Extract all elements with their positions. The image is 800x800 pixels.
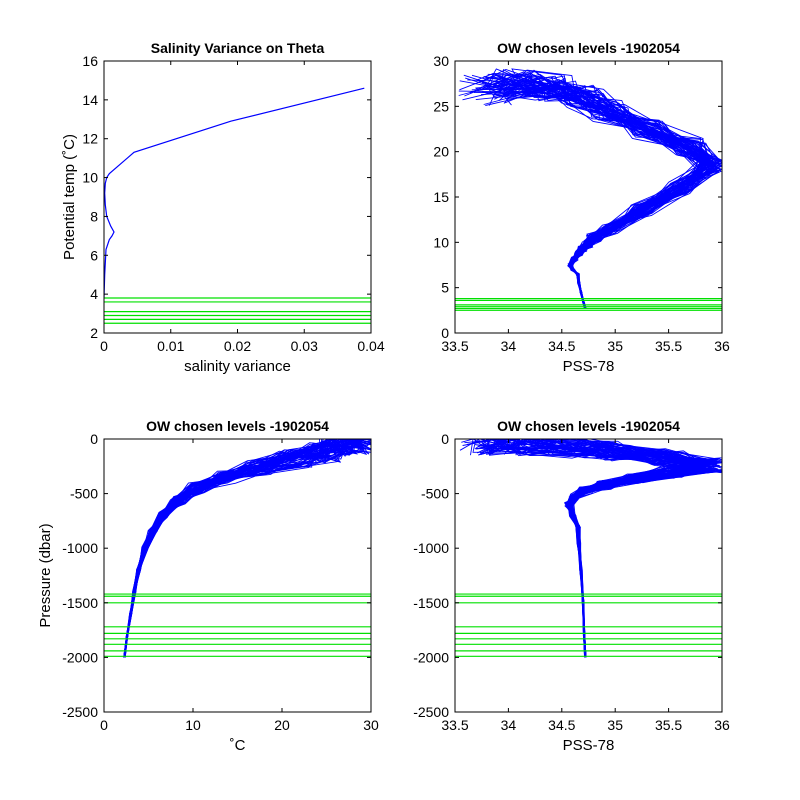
y-tick-label: -2500 [413,704,449,720]
series-line [104,87,365,299]
x-tick-label: 0 [100,717,108,733]
y-tick-label: -2500 [62,704,98,720]
profile-line [123,448,364,658]
x-axis-label: PSS-78 [563,737,615,754]
profile-line [123,439,371,658]
profile-line [124,439,353,658]
x-tick-label: 30 [363,717,379,733]
x-axis-label: ˚C [230,737,246,754]
profile-line [123,439,356,658]
y-tick-label: 5 [441,280,449,296]
profile-line [480,77,709,309]
x-tick-label: 0.02 [224,338,251,354]
plot-area [104,439,371,658]
chart-title: Salinity Variance on Theta [151,40,325,56]
profile-line [123,439,365,658]
y-tick-label: -1500 [62,595,98,611]
x-tick-label: 33.5 [441,717,468,733]
x-tick-label: 34.5 [548,717,575,733]
profile-line [484,83,722,309]
y-tick-label: -2000 [62,649,98,665]
x-tick-label: 36 [714,717,730,733]
y-tick-label: -500 [421,486,449,502]
profile-line [123,439,352,658]
y-tick-label: -1500 [413,595,449,611]
profile-line [123,439,339,658]
profile-line [506,439,722,658]
x-tick-label: 36 [714,338,730,354]
y-tick-label: 25 [433,98,449,114]
profile-line [124,439,353,658]
y-tick-label: 2 [90,325,98,341]
x-axis-label: salinity variance [184,358,291,375]
profile-line [490,76,704,309]
y-tick-label: 8 [90,208,98,224]
profile-line [123,447,371,658]
y-tick-label: 10 [433,234,449,250]
axes-frame [103,438,372,713]
profile-line [123,439,371,658]
x-tick-label: 34.5 [548,338,575,354]
y-tick-label: -1000 [62,540,98,556]
y-tick-label: 15 [433,189,449,205]
profile-line [477,446,714,658]
profile-line [493,439,705,658]
panel-2: 33.5 34 34.5 35 35.5 36 0 5 10 15 20 25 30 OW chosen … [433,40,730,375]
x-tick-label: 10 [185,717,201,733]
x-tick-label: 0.03 [291,338,318,354]
y-tick-label: 16 [82,53,98,69]
profile-line [123,439,360,658]
y-tick-label: 4 [90,286,98,302]
profile-line [485,94,722,309]
x-tick-label: 0 [100,338,108,354]
panel-3: 0 10 20 30 -2500 -2000 -1500 -1000 -500 0 OW chose… [37,418,379,754]
axes-frame [103,60,372,334]
y-tick-label: -2000 [413,649,449,665]
profile-line [464,71,711,309]
x-tick-label: 33.5 [441,338,468,354]
x-tick-label: 35 [607,338,623,354]
y-tick-label: -500 [70,486,98,502]
profile-line [123,439,359,658]
profile-line [124,439,359,658]
y-tick-label: 0 [441,431,449,447]
chart-title: OW chosen levels -1902054 [497,418,680,434]
x-tick-label: 34 [501,338,517,354]
profile-line [506,95,722,309]
y-tick-label: 20 [433,144,449,160]
panel-4: 33.5 34 34.5 35 35.5 36 -2500 -2000 -1500 -1000 -5… [413,418,730,754]
y-axis-label: Pressure (dbar) [37,523,54,627]
axes-frame [454,438,723,713]
plot-area [455,68,722,311]
y-tick-label: 0 [90,431,98,447]
plot-area [104,87,371,324]
x-axis-label: PSS-78 [563,358,615,375]
profile-line [123,439,352,658]
y-tick-label: 14 [82,92,98,108]
y-axis-label: Potential temp (˚C) [61,134,78,260]
y-tick-label: 0 [441,325,449,341]
y-tick-label: 6 [90,247,98,263]
profile-line [482,91,713,309]
x-tick-label: 0.04 [357,338,384,354]
profile-line [123,439,356,658]
profile-line [123,439,356,658]
y-tick-label: 10 [82,170,98,186]
profile-line [123,439,351,658]
y-tick-label: -1000 [413,540,449,556]
x-tick-label: 35.5 [655,717,682,733]
y-tick-label: 12 [82,131,98,147]
x-tick-label: 35.5 [655,338,682,354]
profile-line [462,439,721,658]
chart-title: OW chosen levels -1902054 [497,40,680,56]
x-tick-label: 20 [274,717,290,733]
x-tick-label: 34 [501,717,517,733]
panel-1: 0 0.01 0.02 0.03 0.04 2 4 6 8 10 12 14 16 Salinity Va… [61,40,385,375]
chart-title: OW chosen levels -1902054 [146,418,329,434]
x-tick-label: 35 [607,717,623,733]
x-tick-label: 0.01 [157,338,184,354]
plot-area [455,439,722,658]
y-tick-label: 30 [433,53,449,69]
